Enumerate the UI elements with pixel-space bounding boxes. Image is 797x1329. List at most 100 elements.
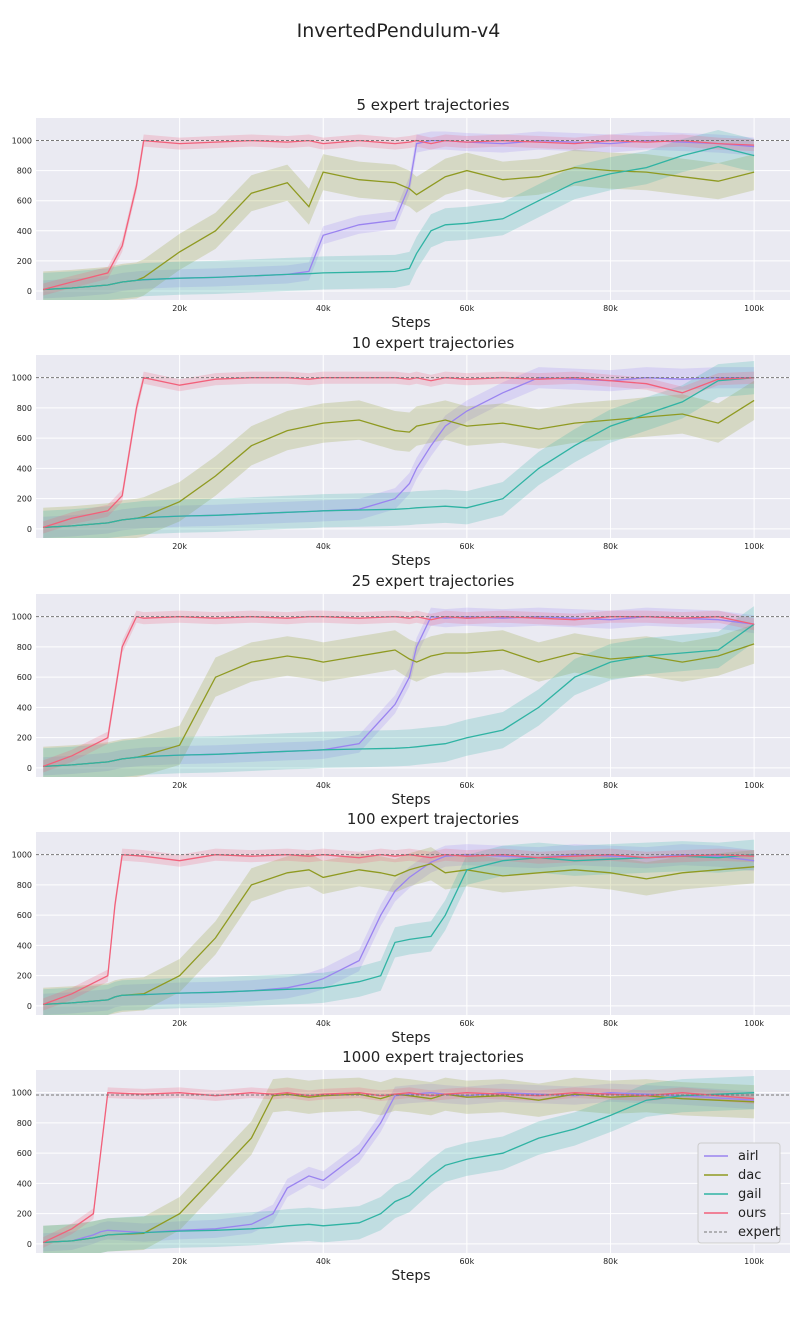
x-tick-label: 80k	[603, 304, 618, 313]
series-line-ours	[42, 854, 755, 1006]
x-tick-label: 60k	[459, 304, 474, 313]
x-tick-label: 60k	[459, 542, 474, 551]
x-tick-label: 40k	[316, 542, 331, 551]
plot-area	[36, 118, 790, 300]
series-line-gail	[43, 623, 755, 768]
band-gail	[43, 839, 755, 1015]
y-tick-label: 1000	[12, 851, 32, 860]
x-tick-label: 60k	[459, 1019, 474, 1028]
series-line-ours	[43, 139, 755, 291]
panel-title: 25 expert trajectories	[352, 572, 515, 590]
panel-title: 10 expert trajectories	[352, 334, 515, 352]
y-tick-label: 400	[17, 464, 32, 473]
y-tick-label: 800	[17, 643, 32, 652]
band-airl	[43, 131, 755, 299]
y-tick-label: 200	[17, 257, 32, 266]
legend-label-expert: expert	[738, 1225, 780, 1240]
x-tick-label: 60k	[459, 1257, 474, 1266]
x-tick-label: 100k	[744, 542, 764, 551]
y-tick-label: 600	[17, 1149, 32, 1158]
legend-label-gail: gail	[738, 1187, 761, 1202]
x-tick-label: 80k	[603, 1257, 618, 1266]
x-tick-label: 80k	[603, 781, 618, 790]
y-tick-label: 1000	[12, 374, 32, 383]
y-tick-label: 0	[27, 1240, 32, 1249]
x-tick-label: 40k	[316, 1019, 331, 1028]
y-tick-label: 600	[17, 434, 32, 443]
legend: airl dac gail ours expert	[697, 1142, 781, 1244]
band-gail	[43, 1076, 755, 1253]
x-tick-label: 100k	[744, 1257, 764, 1266]
x-tick-label: 20k	[172, 1019, 187, 1028]
x-tick-label: 100k	[744, 1019, 764, 1028]
y-tick-label: 200	[17, 734, 32, 743]
panel-title: 1000 expert trajectories	[342, 1048, 524, 1066]
y-tick-label: 800	[17, 404, 32, 413]
legend-label-ours: ours	[738, 1206, 767, 1221]
legend-label-airl: airl	[738, 1149, 759, 1164]
x-tick-label: 20k	[172, 1257, 187, 1266]
series-line-gail	[43, 854, 755, 1006]
y-tick-label: 800	[17, 881, 32, 890]
band-ours	[43, 371, 755, 534]
y-tick-label: 0	[27, 1002, 32, 1011]
y-tick-label: 1000	[12, 1089, 32, 1098]
y-tick-label: 200	[17, 972, 32, 981]
series-line-gail	[43, 145, 755, 291]
series-line-ours	[42, 615, 755, 768]
y-tick-label: 800	[17, 1119, 32, 1128]
band-gail	[43, 130, 755, 300]
x-tick-label: 100k	[744, 781, 764, 790]
y-tick-label: 1000	[12, 613, 32, 622]
band-airl	[43, 844, 755, 1015]
legend-label-dac: dac	[738, 1168, 761, 1183]
x-tick-label: 40k	[316, 781, 331, 790]
x-tick-label: 40k	[316, 304, 331, 313]
x-axis-label: Steps	[391, 1268, 430, 1284]
series-line-gail	[43, 377, 755, 529]
band-dac	[43, 624, 755, 777]
band-dac	[43, 847, 755, 1015]
panel-title: 5 expert trajectories	[356, 96, 509, 114]
series-line-gail	[43, 1092, 755, 1244]
x-tick-label: 20k	[172, 542, 187, 551]
y-tick-label: 0	[27, 287, 32, 296]
panel-2: 0 200 400 600 800 1000 20k 40k 60k 80k 100k 10 expe…	[12, 334, 790, 569]
y-tick-label: 600	[17, 911, 32, 920]
x-axis-label: Steps	[391, 315, 430, 331]
band-airl	[43, 607, 755, 776]
band-dac	[43, 380, 755, 538]
band-gail	[43, 361, 755, 538]
panel-4: 0 200 400 600 800 1000 20k 40k 60k 80k 100k 100 exp…	[12, 810, 790, 1046]
y-tick-label: 0	[27, 525, 32, 534]
y-tick-label: 400	[17, 1179, 32, 1188]
x-tick-label: 40k	[316, 1257, 331, 1266]
x-tick-label: 20k	[172, 304, 187, 313]
x-axis-label: Steps	[391, 553, 430, 569]
y-tick-label: 600	[17, 673, 32, 682]
series-line-ours	[42, 1092, 755, 1243]
y-tick-label: 200	[17, 1210, 32, 1219]
panel-3: 0 200 400 600 800 1000 20k 40k 60k 80k 100k 25 expe…	[12, 572, 790, 808]
plot-area	[36, 1070, 790, 1253]
y-tick-label: 400	[17, 941, 32, 950]
x-tick-label: 80k	[603, 1019, 618, 1028]
x-tick-label: 20k	[172, 781, 187, 790]
panel-title: 100 expert trajectories	[347, 810, 519, 828]
panel-1: 0 200 400 600 800 1000 20k 40k 60k 80k 100k 5 exper…	[12, 96, 790, 331]
legend-box	[697, 1142, 781, 1244]
y-tick-label: 800	[17, 167, 32, 176]
x-tick-label: 80k	[603, 542, 618, 551]
band-dac	[43, 149, 755, 300]
series-line-ours	[43, 376, 755, 529]
y-tick-label: 200	[17, 495, 32, 504]
y-tick-label: 400	[17, 227, 32, 236]
y-tick-label: 400	[17, 703, 32, 712]
y-tick-label: 0	[27, 764, 32, 773]
series-line-dac	[43, 166, 755, 291]
x-tick-label: 100k	[744, 304, 764, 313]
figure-title: InvertedPendulum-v4	[296, 20, 501, 42]
x-axis-label: Steps	[391, 792, 430, 808]
y-tick-label: 600	[17, 197, 32, 206]
